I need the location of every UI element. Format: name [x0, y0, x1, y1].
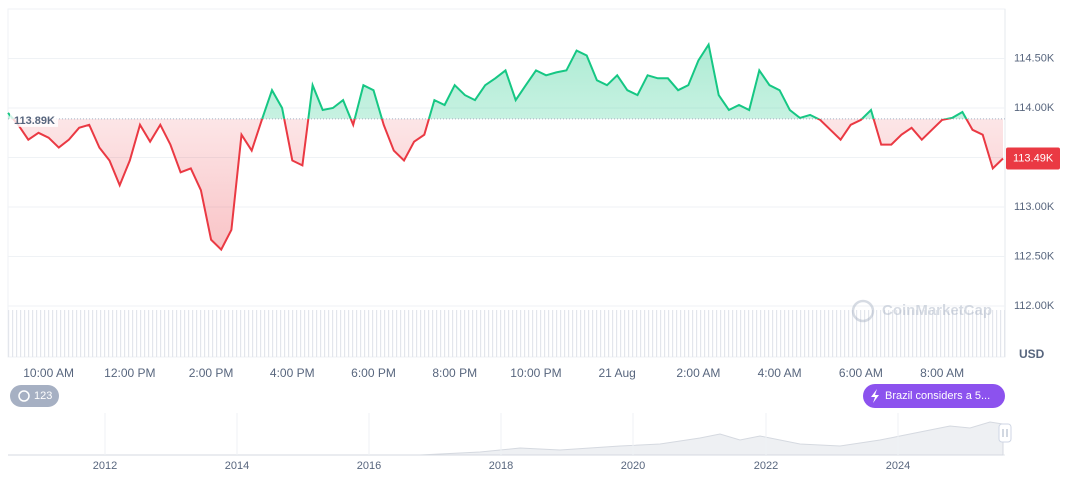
news-pill[interactable]: Brazil considers a 5... [863, 384, 1005, 408]
watermark-text: CoinMarketCap [882, 302, 992, 319]
x-tick-label: 4:00 AM [758, 366, 802, 380]
y-tick-label: 114.00K [1014, 102, 1055, 114]
unit-label: USD [1019, 347, 1045, 361]
volume-bars [8, 310, 1005, 357]
x-tick-label: 10:00 AM [23, 366, 74, 380]
y-tick-label: 113.00K [1014, 201, 1055, 213]
x-tick-label: 8:00 AM [920, 366, 964, 380]
area-up [8, 44, 967, 119]
navigator-label: 2014 [225, 460, 249, 472]
navigator-label: 2016 [357, 460, 381, 472]
navigator [8, 421, 1012, 456]
navigator-label: 2024 [886, 460, 910, 472]
watermark: CoinMarketCap [851, 299, 992, 323]
x-tick-label: 21 Aug [598, 366, 635, 380]
x-tick-label: 8:00 PM [432, 366, 477, 380]
badge[interactable]: 123 [10, 385, 59, 407]
navigator-label: 2012 [93, 460, 117, 472]
x-tick-label: 10:00 PM [510, 366, 561, 380]
news-text: Brazil considers a 5... [885, 390, 990, 402]
badge-count: 123 [34, 390, 52, 402]
x-tick-label: 2:00 PM [189, 366, 234, 380]
x-tick-label: 4:00 PM [270, 366, 315, 380]
y-tick-label: 114.50K [1014, 52, 1055, 64]
x-tick-label: 6:00 AM [839, 366, 883, 380]
x-tick-label: 2:00 AM [676, 366, 720, 380]
x-tick-label: 12:00 PM [104, 366, 155, 380]
navigator-label: 2022 [754, 460, 778, 472]
x-tick-label: 6:00 PM [351, 366, 396, 380]
price-line-down [11, 118, 1004, 252]
reference-label: 113.89K [14, 115, 55, 127]
reference-label-bg [10, 110, 58, 127]
current-price-bg [1006, 147, 1060, 170]
price-line-up [7, 41, 968, 119]
y-tick-label: 112.00K [1014, 300, 1055, 312]
navigator-label: 2018 [489, 460, 513, 472]
navigator-label: 2020 [621, 460, 645, 472]
y-tick-label: 112.50K [1014, 250, 1055, 262]
area-down [8, 118, 1003, 250]
current-price-label: 113.49K [1013, 152, 1054, 164]
